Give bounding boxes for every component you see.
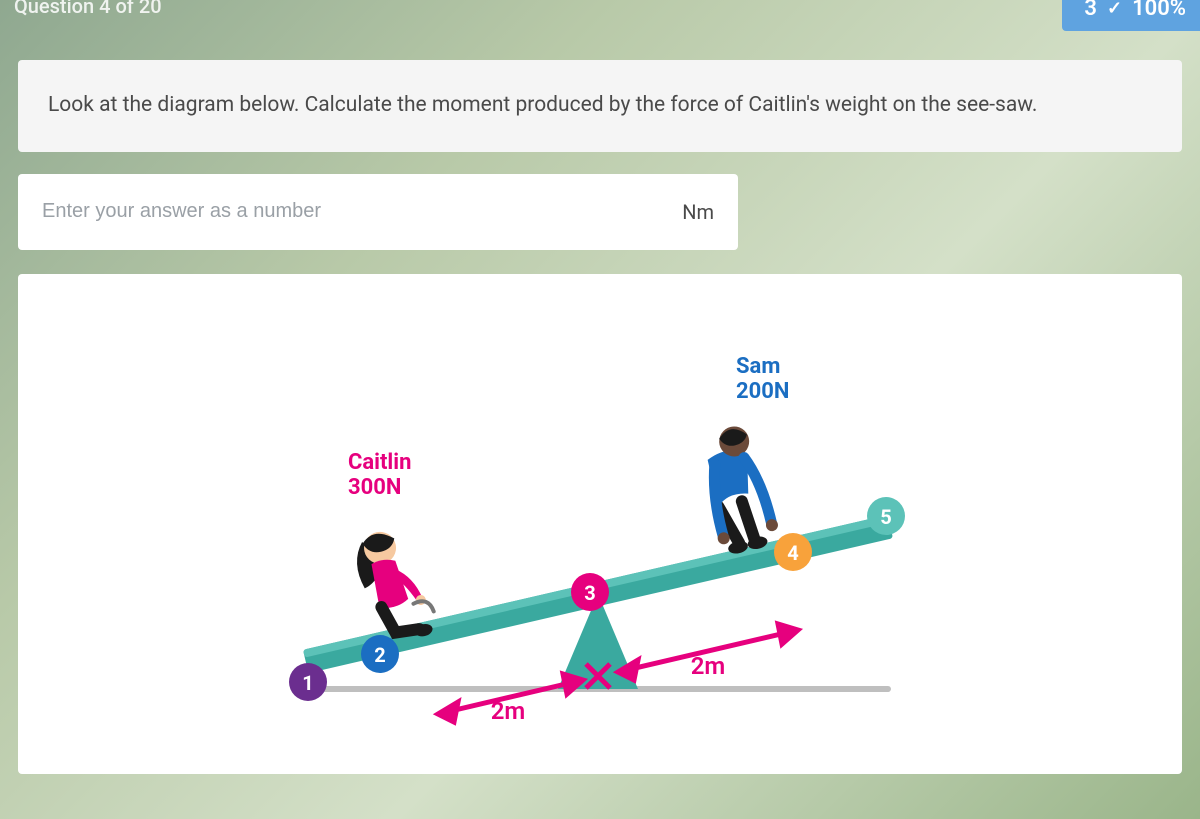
diagram-card: 2m 2m 1 2 3 4 5 [18,274,1182,774]
header-row: Question 4 of 20 3 ✓ 100% [0,0,1200,30]
answer-unit: Nm [658,174,738,250]
caitlin-figure [350,524,438,648]
marker-4: 4 [774,533,812,571]
question-text-card: Look at the diagram below. Calculate the… [18,60,1182,152]
sam-label: Sam 200N [736,354,789,405]
caitlin-force: 300N [348,475,411,500]
check-icon: ✓ [1107,0,1122,19]
svg-text:4: 4 [787,541,798,565]
marker-5: 5 [867,497,905,535]
sam-force: 200N [736,379,789,404]
svg-text:2: 2 [374,643,385,667]
score-count: 3 [1084,0,1097,21]
marker-1: 1 [289,663,327,701]
seesaw-diagram: 2m 2m 1 2 3 4 5 [18,274,1182,774]
svg-text:3: 3 [584,581,595,605]
sam-name: Sam [736,354,789,379]
left-distance-label: 2m [491,697,526,725]
right-distance-label: 2m [691,652,726,680]
sam-figure [694,421,783,557]
score-badge: 3 ✓ 100% [1062,0,1200,31]
caitlin-name: Caitlin [348,450,411,475]
svg-text:1: 1 [302,671,313,695]
svg-text:5: 5 [880,505,891,529]
caitlin-label: Caitlin 300N [348,450,411,501]
score-percent: 100% [1132,0,1186,21]
marker-3: 3 [571,573,609,611]
question-counter: Question 4 of 20 [0,0,162,18]
marker-2: 2 [361,635,399,673]
question-text: Look at the diagram below. Calculate the… [48,93,1037,117]
answer-input[interactable] [18,174,658,250]
answer-row: Nm [18,174,738,250]
